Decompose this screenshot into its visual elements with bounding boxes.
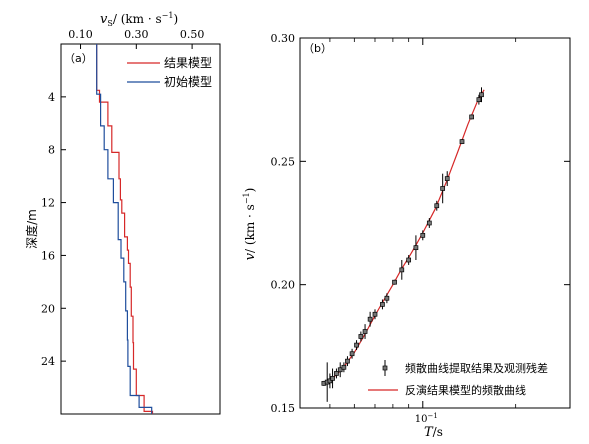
legend-marker-observed: [382, 365, 388, 371]
observed-point: [330, 376, 335, 381]
panel-a-frame: [60, 43, 221, 415]
panel-a-x-tick-label: 0.10: [68, 28, 93, 41]
observed-point: [372, 311, 378, 317]
observed-point: [392, 279, 397, 285]
panel-a-y-tick-label: 24: [41, 355, 55, 368]
panel-a-y-tick-label: 16: [41, 249, 55, 262]
panel-b-y-tick-label: 0.30: [271, 32, 296, 45]
panel-a-x-tick-label: 0.50: [180, 28, 205, 41]
observed-point: [345, 358, 350, 364]
observed-point: [434, 203, 440, 209]
observed-point: [358, 334, 364, 339]
panel-a-depth-axis-label: 深度/m: [24, 209, 39, 249]
panel-a-top-axis-label: vS/ (km · s−1): [100, 11, 178, 28]
legend-label-initial-model: 初始模型: [164, 75, 212, 89]
observed-point: [479, 92, 484, 98]
legend-label-observed: 频散曲线提取结果及观测残差: [405, 361, 548, 375]
panel-b-points: [321, 87, 484, 402]
observed-point: [337, 367, 343, 373]
panel-a-series: [96, 44, 154, 414]
panel-a-legend: 结果模型 初始模型: [127, 56, 212, 89]
observed-point: [406, 257, 412, 263]
observed-point: [327, 378, 333, 384]
initial-model-line: [96, 44, 153, 414]
observed-point: [384, 295, 390, 301]
panel-b-label: （b）: [303, 42, 332, 55]
observed-point: [341, 364, 347, 370]
panel-b-y-tick-label: 0.15: [271, 402, 296, 415]
panel-b-y-tick-label: 0.25: [271, 155, 296, 168]
observed-point: [459, 139, 465, 144]
panel-a-y-tick-label: 8: [48, 144, 55, 157]
observed-point: [367, 316, 373, 322]
inverted-dispersion-curve: [322, 89, 485, 386]
panel-b-frame: [299, 37, 571, 409]
observed-point: [413, 245, 419, 251]
panel-b-curve: [322, 89, 485, 386]
panel-a-y-tick-label: 12: [41, 197, 55, 210]
observed-point: [444, 176, 450, 181]
legend-label-inverted: 反演结果模型的频散曲线: [405, 383, 526, 397]
panel-a-y-tick-label: 4: [48, 91, 55, 104]
panel-a-ticks: 0.10 0.30 0.50 4 8 12 16 20 24: [41, 28, 204, 368]
panel-b-x-axis-label: T/s: [424, 425, 443, 440]
panel-b-y-tick-label: 0.20: [271, 279, 296, 292]
panel-a-y-tick-label: 20: [41, 302, 55, 315]
observed-point: [362, 329, 368, 334]
panel-b-ticks: 0.15 0.20 0.25 0.30 10−1: [271, 32, 571, 425]
observed-point: [476, 97, 482, 103]
observed-point: [380, 302, 385, 307]
observed-point: [334, 371, 339, 376]
observed-point: [426, 220, 432, 226]
panel-b-x-tick-label: 10−1: [415, 412, 438, 425]
panel-a-label: （a）: [64, 52, 93, 65]
observed-point: [420, 232, 426, 238]
panel-b-y-axis-label: v/ (km · s−1): [242, 188, 258, 261]
panel-a-x-tick-label: 0.30: [124, 28, 149, 41]
panel-b-legend: 频散曲线提取结果及观测残差 反演结果模型的频散曲线: [368, 360, 548, 397]
legend-label-result-model: 结果模型: [164, 56, 212, 70]
observed-point: [469, 114, 474, 120]
observed-point: [354, 342, 359, 348]
panel-a: 0.10 0.30 0.50 4 8 12 16 20 24 vS/ (km · s−1) （a…: [24, 11, 221, 415]
observed-point: [399, 267, 405, 273]
observed-point: [349, 351, 355, 357]
panel-b: 0.15 0.20 0.25 0.30 10−1 （b） v/ (km · s−1) T…: [242, 32, 571, 440]
result-model-line: [96, 44, 154, 414]
observed-point: [440, 186, 446, 191]
